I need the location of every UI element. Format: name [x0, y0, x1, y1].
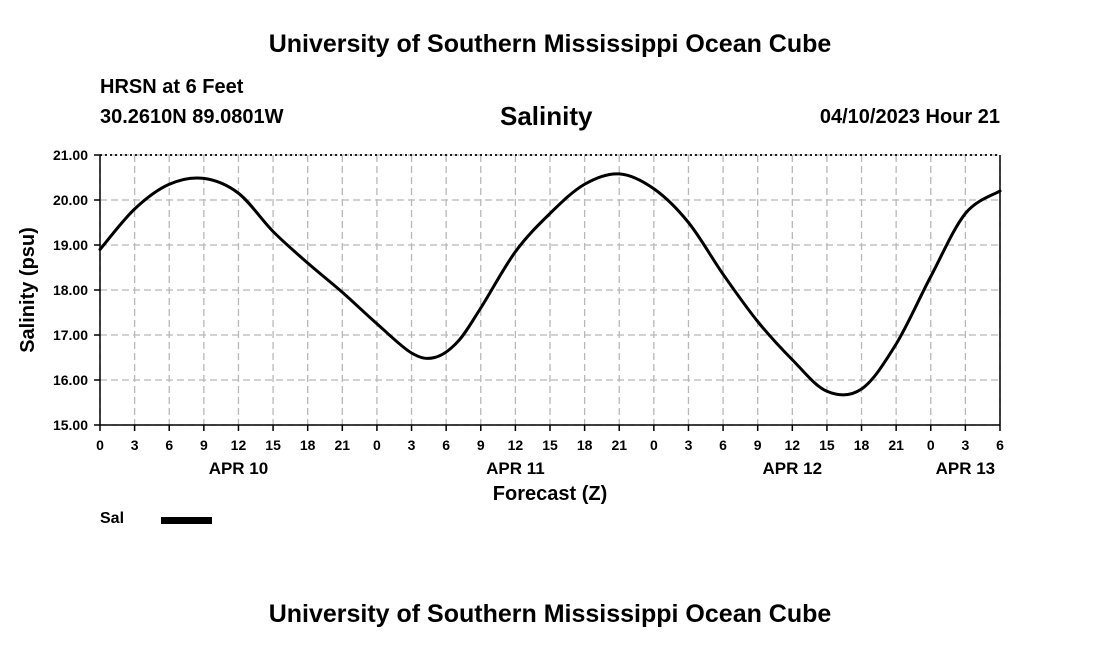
- day-label: APR 13: [936, 459, 996, 478]
- x-tick-label: 18: [300, 437, 316, 453]
- x-tick-label: 9: [200, 437, 208, 453]
- x-tick-label: 0: [650, 437, 658, 453]
- station-coordinates: 30.2610N 89.0801W: [100, 106, 284, 128]
- series-line-sal: [98, 172, 1002, 397]
- x-tick-label: 12: [231, 437, 247, 453]
- x-axis-title: Forecast (Z): [493, 483, 607, 505]
- day-label: APR 12: [763, 459, 823, 478]
- x-tick-label: 18: [854, 437, 870, 453]
- x-tick-label: 21: [335, 437, 351, 453]
- station-label: HRSN at 6 Feet: [100, 76, 244, 98]
- y-tick-label: 20.00: [53, 192, 88, 208]
- x-tick-label: 0: [373, 437, 381, 453]
- series-layer: [98, 172, 1002, 397]
- day-label: APR 11: [486, 459, 545, 478]
- y-tick-label: 21.00: [53, 147, 88, 163]
- x-tick-label: 0: [927, 437, 935, 453]
- x-tick-label: 6: [996, 437, 1004, 453]
- x-tick-label: 6: [442, 437, 450, 453]
- chart-title: University of Southern Mississippi Ocean…: [268, 30, 832, 58]
- x-tick-label: 9: [477, 437, 485, 453]
- x-tick-label: 6: [165, 437, 173, 453]
- x-tick-label: 15: [265, 437, 281, 453]
- footer-title: University of Southern Mississippi Ocean…: [268, 600, 832, 628]
- x-tick-label: 12: [508, 437, 524, 453]
- forecast-datetime: 04/10/2023 Hour 21: [819, 106, 1000, 128]
- x-tick-label: 21: [888, 437, 904, 453]
- x-tick-label: 15: [542, 437, 558, 453]
- x-tick-label: 18: [577, 437, 593, 453]
- y-tick-label: 16.00: [53, 372, 88, 388]
- tick-labels: 15.00 16.00 17.00 18.00 19.00 20.00 21.00 0 3 6 9 1…: [17, 147, 1004, 505]
- x-tick-label: 3: [685, 437, 693, 453]
- x-tick-label: 15: [819, 437, 835, 453]
- variable-title: Salinity: [500, 101, 593, 131]
- x-tick-label: 3: [131, 437, 139, 453]
- y-axis-title: Salinity (psu): [17, 227, 39, 353]
- x-tick-label: 3: [961, 437, 969, 453]
- x-tick-label: 12: [785, 437, 801, 453]
- y-tick-label: 18.00: [53, 282, 88, 298]
- x-tick-label: 0: [96, 437, 104, 453]
- day-label: APR 10: [209, 459, 269, 478]
- axes: [94, 154, 1001, 431]
- x-tick-label: 6: [719, 437, 727, 453]
- y-tick-label: 15.00: [53, 417, 88, 433]
- y-tick-label: 17.00: [53, 327, 88, 343]
- x-tick-label: 3: [408, 437, 416, 453]
- x-tick-label: 21: [611, 437, 627, 453]
- y-tick-label: 19.00: [53, 237, 88, 253]
- x-tick-label: 9: [754, 437, 762, 453]
- legend-label: Sal: [100, 510, 125, 527]
- legend-swatch: [161, 517, 212, 524]
